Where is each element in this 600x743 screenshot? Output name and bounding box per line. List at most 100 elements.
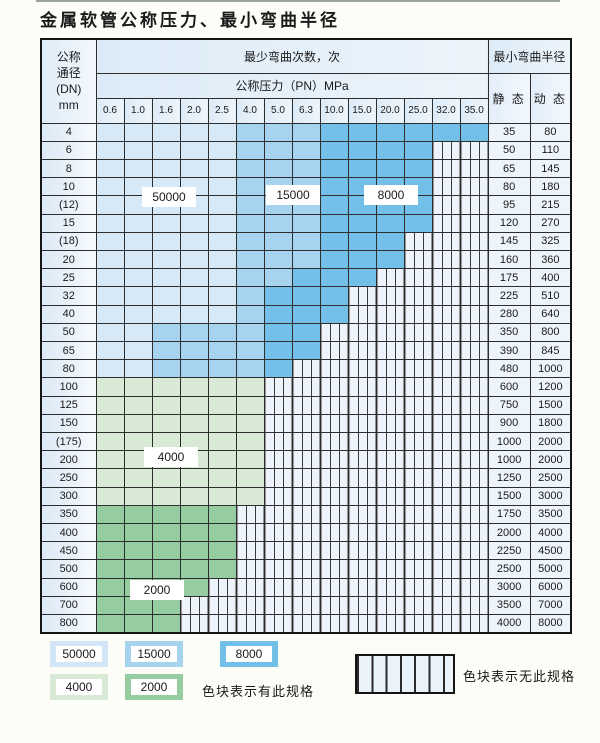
grid-cell-50000 <box>95 231 125 251</box>
grid-cell-50000 <box>151 140 181 160</box>
grid-cell-8000 <box>319 122 349 142</box>
legend-swatch-50000: 50000 <box>50 641 108 667</box>
grid-cell-4000 <box>235 395 265 415</box>
pressure-header-10.0: 10.0 <box>319 97 349 124</box>
dynamic-radius-value: 4500 <box>529 541 572 561</box>
grid-cell-50000 <box>151 286 181 306</box>
grid-cell-50000 <box>151 122 181 142</box>
dn-header-line: (DN) <box>56 82 82 97</box>
grid-cell-no-spec <box>431 213 461 233</box>
dn-header-cell: 公称 通径 (DN) mm <box>40 38 97 124</box>
grid-cell-50000 <box>123 340 153 361</box>
dn-label: 300 <box>40 486 97 506</box>
grid-cell-50000 <box>207 286 237 306</box>
legend-swatch-label: 8000 <box>226 646 272 662</box>
grid-cell-no-spec <box>319 595 349 615</box>
grid-cell-4000 <box>123 486 153 506</box>
grid-cell-4000 <box>207 431 237 452</box>
dn-label: 32 <box>40 286 97 306</box>
dynamic-radius-value: 270 <box>529 213 572 233</box>
grid-cell-4000 <box>207 468 237 488</box>
grid-cell-no-spec <box>403 340 433 361</box>
grid-cell-no-spec <box>347 413 377 433</box>
grid-cell-no-spec <box>403 395 433 415</box>
grid-cell-no-spec <box>403 286 433 306</box>
grid-cell-no-spec <box>431 431 461 452</box>
grid-cell-no-spec <box>263 377 293 397</box>
grid-cell-2000 <box>207 559 237 579</box>
dn-label: 600 <box>40 577 97 597</box>
grid-cell-4000 <box>179 395 209 415</box>
grid-cell-no-spec <box>403 559 433 579</box>
grid-cell-no-spec <box>291 595 321 615</box>
static-radius-value: 600 <box>487 377 531 397</box>
grid-cell-no-spec <box>459 413 489 433</box>
grid-cell-15000 <box>235 122 265 142</box>
grid-cell-2000 <box>123 541 153 561</box>
grid-cell-no-spec <box>431 322 461 342</box>
grid-cell-no-spec <box>459 195 489 215</box>
grid-cell-8000 <box>319 231 349 251</box>
grid-cell-no-spec <box>235 595 265 615</box>
grid-cell-15000 <box>263 231 293 251</box>
dynamic-radius-value: 1500 <box>529 395 572 415</box>
grid-cell-no-spec <box>319 359 349 379</box>
grid-cell-no-spec <box>263 504 293 524</box>
grid-cell-no-spec <box>431 595 461 615</box>
grid-cell-no-spec <box>459 504 489 524</box>
grid-cell-8000 <box>403 122 433 142</box>
grid-cell-no-spec <box>375 559 405 579</box>
dynamic-radius-value: 7000 <box>529 595 572 615</box>
grid-cell-50000 <box>123 231 153 251</box>
grid-cell-4000 <box>207 377 237 397</box>
grid-cell-50000 <box>179 231 209 251</box>
grid-cell-50000 <box>123 268 153 288</box>
grid-cell-15000 <box>151 359 181 379</box>
static-radius-value: 4000 <box>487 613 531 634</box>
grid-cell-50000 <box>151 231 181 251</box>
grid-cell-no-spec <box>431 231 461 251</box>
grid-cell-8000 <box>291 340 321 361</box>
dynamic-radius-value: 2500 <box>529 468 572 488</box>
table-row-dn-32: 32 225 510 <box>40 286 572 306</box>
grid-cell-no-spec <box>375 304 405 324</box>
grid-cell-4000 <box>179 377 209 397</box>
grid-cell-no-spec <box>403 268 433 288</box>
pressure-header-32.0: 32.0 <box>431 97 461 124</box>
grid-cell-no-spec <box>459 559 489 579</box>
grid-cell-50000 <box>179 158 209 179</box>
grid-cell-no-spec <box>431 577 461 597</box>
grid-cell-no-spec <box>347 541 377 561</box>
dn-label: 450 <box>40 541 97 561</box>
grid-cell-no-spec <box>403 613 433 634</box>
grid-cell-no-spec <box>431 413 461 433</box>
dynamic-radius-value: 8000 <box>529 613 572 634</box>
grid-cell-4000 <box>151 413 181 433</box>
grid-cell-8000 <box>291 268 321 288</box>
grid-cell-no-spec <box>291 613 321 634</box>
grid-cell-no-spec <box>347 395 377 415</box>
grid-cell-no-spec <box>347 377 377 397</box>
dn-label: 250 <box>40 468 97 488</box>
grid-cell-15000 <box>179 322 209 342</box>
table-row-dn-65: 65 390 845 <box>40 340 572 361</box>
legend-swatch-8000: 8000 <box>220 641 278 667</box>
grid-cell-no-spec <box>459 395 489 415</box>
grid-cell-no-spec <box>431 486 461 506</box>
grid-cell-50000 <box>179 268 209 288</box>
pressure-header-1.0: 1.0 <box>123 97 153 124</box>
grid-cell-8000 <box>319 249 349 270</box>
grid-cell-2000 <box>151 559 181 579</box>
grid-cell-8000 <box>319 304 349 324</box>
grid-cell-no-spec <box>347 468 377 488</box>
table-header: 公称 通径 (DN) mm 最少弯曲次数，次 最小弯曲半径 公称压力（PN）MP… <box>40 38 572 124</box>
static-radius-value: 1000 <box>487 450 531 470</box>
static-radius-value: 120 <box>487 213 531 233</box>
grid-cell-50000 <box>95 340 125 361</box>
grid-cell-no-spec <box>263 431 293 452</box>
grid-cell-no-spec <box>291 359 321 379</box>
grid-cell-50000 <box>207 140 237 160</box>
grid-cell-8000 <box>263 286 293 306</box>
grid-cell-50000 <box>207 177 237 197</box>
static-radius-value: 1250 <box>487 468 531 488</box>
